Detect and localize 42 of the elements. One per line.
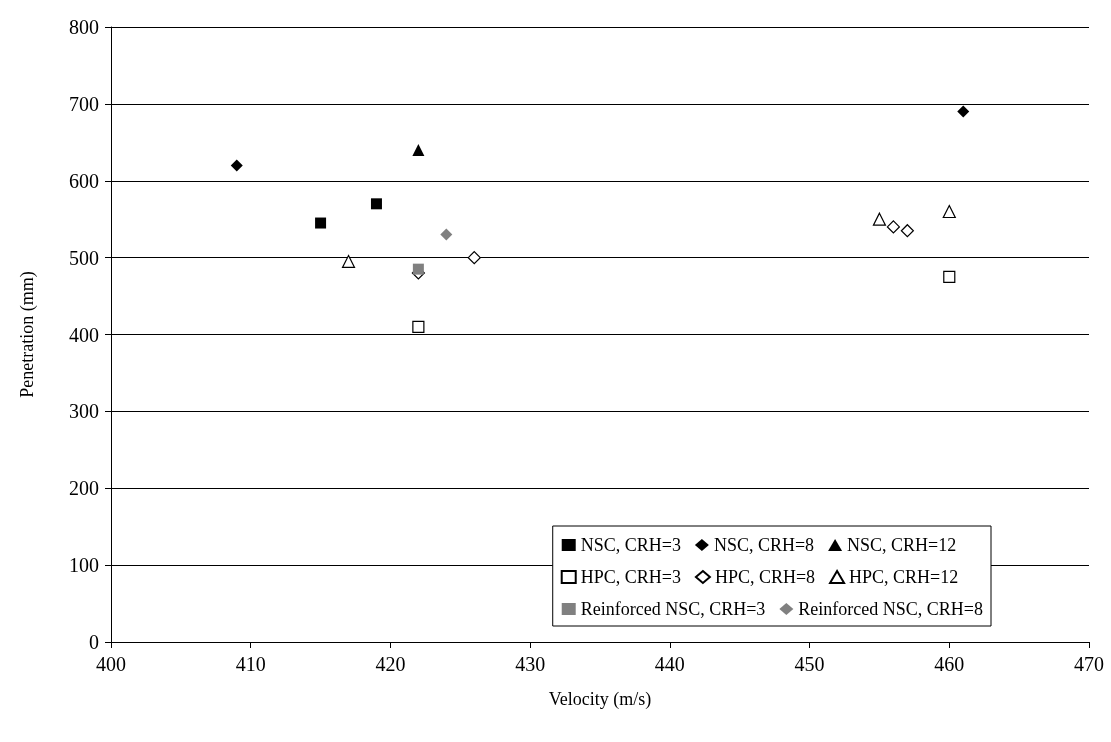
y-tick-label: 700	[69, 92, 99, 115]
x-tick-label: 410	[235, 653, 266, 675]
point	[943, 270, 956, 283]
legend-label: HPC, CRH=12	[849, 567, 959, 587]
legend-label: NSC, CRH=3	[580, 535, 681, 555]
point	[886, 220, 900, 234]
point	[957, 105, 970, 118]
point	[467, 251, 481, 265]
legend-label: NSC, CRH=8	[713, 535, 815, 555]
y-tick-label: 800	[69, 16, 99, 38]
y-tick-label: 300	[69, 400, 99, 423]
y-tick-label: 0	[89, 631, 99, 653]
point	[370, 198, 382, 210]
point	[412, 320, 425, 333]
x-tick-label: 420	[375, 653, 406, 675]
x-tick-label: 470	[1074, 653, 1104, 675]
y-tick-label: 500	[69, 246, 99, 269]
y-axis-title: Penetration (mm)	[17, 271, 38, 398]
y-tick-label: 600	[69, 169, 99, 192]
legend-label: Reinforced NSC, CRH=8	[798, 599, 983, 619]
point	[412, 144, 425, 156]
point	[942, 204, 956, 219]
x-tick-label: 400	[96, 653, 126, 675]
y-tick-label: 200	[69, 477, 99, 500]
x-tick-label: 430	[515, 653, 546, 675]
x-tick-label: 450	[794, 653, 825, 675]
x-tick-label: 460	[934, 653, 965, 675]
y-tick-label: 400	[69, 323, 99, 346]
point	[440, 228, 453, 241]
y-tick-label: 100	[69, 554, 99, 577]
legend-label: HPC, CRH=8	[714, 567, 816, 587]
point	[230, 159, 243, 172]
legend-label: Reinforced NSC, CRH=3	[580, 599, 766, 619]
legend-label: HPC, CRH=3	[580, 567, 681, 587]
x-tick-label: 440	[654, 653, 685, 675]
x-axis-title: Velocity (m/s)	[548, 689, 652, 710]
point	[872, 212, 887, 226]
point	[315, 217, 327, 229]
point	[900, 224, 914, 238]
point	[341, 254, 356, 269]
point	[412, 263, 424, 275]
legend-label: NSC, CRH=12	[847, 535, 957, 555]
